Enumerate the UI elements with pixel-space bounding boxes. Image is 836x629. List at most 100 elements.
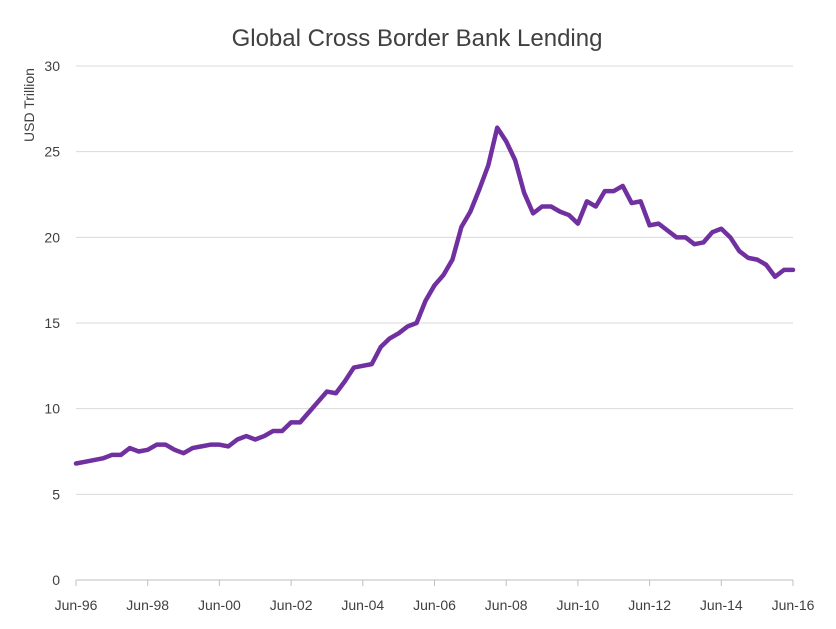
data-point [549,205,553,208]
x-tick-label: Jun-96 [55,597,98,613]
data-point [782,268,786,272]
x-tick-label: Jun-06 [413,597,456,613]
data-point [585,200,589,203]
data-point [433,284,436,287]
data-point [478,188,481,191]
data-point [209,443,212,446]
data-point [280,429,284,433]
data-point [119,453,123,457]
data-point [558,210,562,213]
data-point [738,249,741,253]
data-point [361,364,364,368]
data-point [540,205,544,208]
data-point [128,446,131,450]
data-point [74,462,78,465]
data-point [621,184,624,188]
data-point [675,236,678,239]
series-line [73,125,796,466]
data-point [200,445,203,448]
data-point [513,159,517,162]
x-tick-label: Jun-16 [772,597,815,613]
y-tick-label: 25 [44,144,60,160]
data-point [594,205,598,208]
data-point [406,325,409,328]
data-point [146,448,149,451]
y-tick-label: 0 [52,572,60,588]
y-tick-label: 10 [44,401,60,417]
data-point [648,224,651,227]
data-point [263,434,266,438]
series-layer [73,125,796,466]
data-point [630,201,633,205]
x-tick-label: Jun-04 [341,597,384,613]
x-tick-label: Jun-12 [628,597,671,613]
data-point [352,366,356,369]
data-point [343,380,347,383]
chart-title: Global Cross Border Bank Lending [232,25,603,52]
y-axis-label: USD Trillion [21,68,37,142]
y-tick-label: 30 [44,58,60,74]
data-point [388,337,391,340]
data-point [325,390,329,393]
data-point [505,140,508,143]
x-tick-label: Jun-02 [270,597,313,613]
tick-labels: 0 5 10 15 20 25 30 Jun-96 Jun-98 Jun-00 Jun-02 Jun-… [44,58,814,613]
data-point [236,438,239,441]
data-point [567,213,571,217]
data-point [227,445,230,448]
data-point [451,258,454,261]
data-point [298,421,302,424]
x-tick-label: Jun-98 [126,597,169,613]
data-point [307,410,311,414]
data-point [720,227,723,230]
data-point [469,210,472,213]
data-point [711,230,714,234]
data-point [531,212,535,215]
gridlines [76,65,793,495]
data-point [746,256,750,260]
data-point [666,229,669,232]
x-tick-label: Jun-10 [556,597,599,613]
data-point [496,126,499,129]
data-point [316,400,320,404]
data-point [764,263,768,266]
data-point [218,443,221,446]
data-point [684,236,687,239]
data-point [334,392,338,395]
data-point [702,241,705,244]
data-point [110,453,114,457]
data-point [155,443,158,446]
data-point [164,443,167,446]
data-point [522,191,526,194]
data-point [83,460,87,463]
data-point [755,258,759,261]
data-point [487,164,490,167]
data-point [397,332,400,335]
data-point [460,225,463,229]
data-point [271,429,275,433]
data-point [370,362,373,366]
data-point [415,321,418,325]
y-tick-label: 15 [44,315,60,331]
data-point [773,275,777,278]
data-point [424,299,427,302]
data-point [137,450,140,453]
y-tick-label: 20 [44,229,60,245]
data-point [603,189,606,193]
data-point [791,268,795,272]
x-tick-label: Jun-14 [700,597,743,613]
data-point [254,438,257,441]
data-point [289,421,293,424]
data-point [729,236,732,239]
data-point [191,446,194,450]
data-point [101,457,105,460]
x-tick-label: Jun-08 [485,597,528,613]
data-point [182,452,185,455]
x-tick-label: Jun-00 [198,597,241,613]
data-point [379,345,382,349]
data-point [657,222,660,225]
data-point [693,242,696,246]
data-point [576,222,580,225]
axes [75,579,794,586]
